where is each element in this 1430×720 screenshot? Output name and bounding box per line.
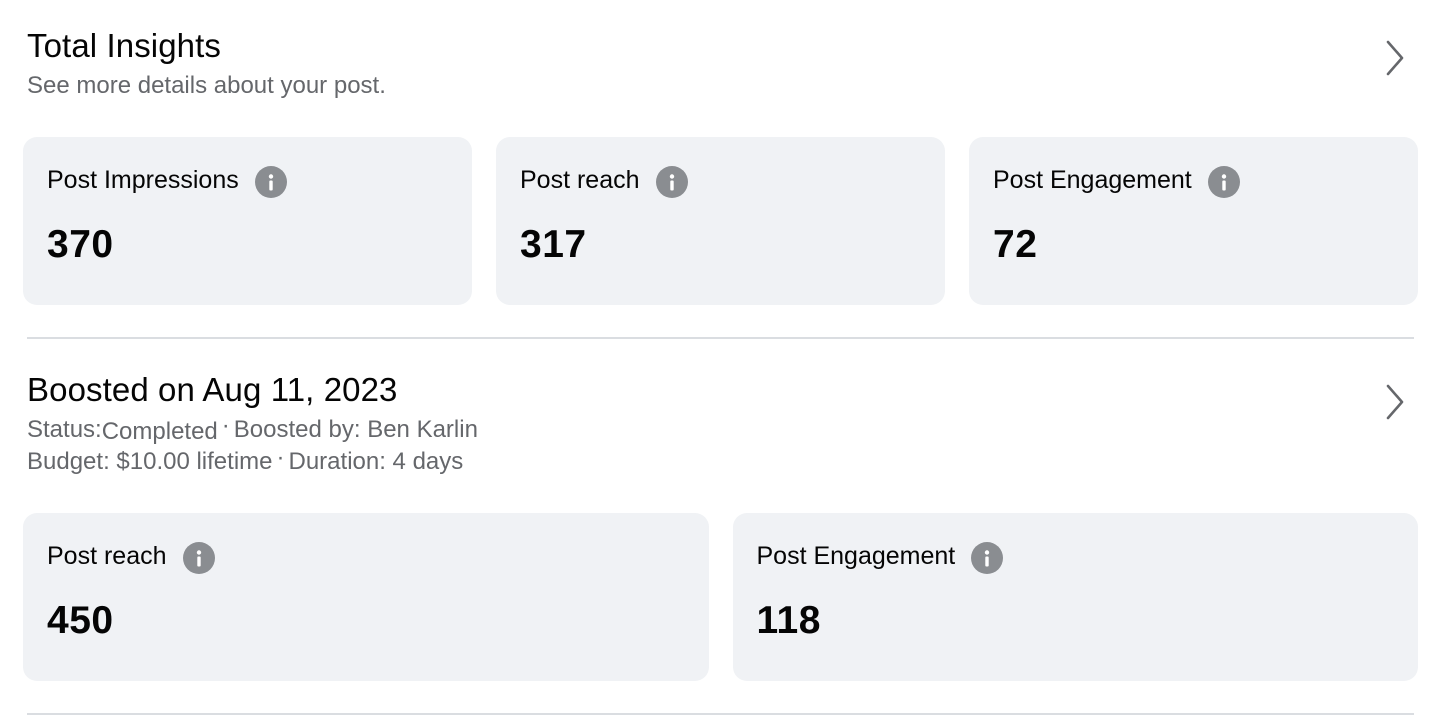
boost-title: Boosted on Aug 11, 2023 [27, 371, 398, 408]
budget: Budget: $10.00 lifetime [27, 448, 273, 475]
boost-budget-line: Budget: $10.00 lifetime · Duration: 4 days [27, 444, 1414, 478]
status-label: Status: [27, 416, 102, 443]
info-icon[interactable] [182, 542, 215, 574]
duration: Duration: 4 days [288, 448, 464, 475]
section-divider [27, 337, 1414, 339]
card-label: Post Engagement [756, 542, 956, 570]
card-value: 317 [520, 223, 587, 266]
post-reach-card[interactable]: Post reach 317 [496, 137, 945, 305]
total-insights-subtitle: See more details about your post. [27, 72, 386, 99]
boost-cards: Post reach 450 Post Engagement 118 [23, 513, 1418, 681]
boosted-by: Boosted by: Ben Karlin [233, 416, 478, 443]
card-value: 118 [756, 599, 821, 642]
info-icon[interactable] [655, 166, 688, 198]
post-engagement-card[interactable]: Post Engagement 72 [969, 137, 1418, 305]
total-insights-header[interactable]: Total Insights See more details about yo… [27, 26, 1414, 102]
post-impressions-card[interactable]: Post Impressions 370 [23, 137, 472, 305]
total-insights-title: Total Insights [27, 27, 222, 64]
info-icon[interactable] [971, 542, 1004, 574]
card-value: 450 [47, 599, 114, 642]
boost-section: Boosted on Aug 11, 2023 Status:Completed… [0, 370, 1430, 478]
card-label: Post reach [47, 542, 167, 570]
card-label: Post Impressions [47, 166, 239, 194]
card-value: 370 [47, 223, 114, 266]
total-insights-cards: Post Impressions 370 Post reach 317 Post… [23, 137, 1418, 305]
card-value: 72 [993, 223, 1038, 266]
card-label: Post reach [520, 166, 640, 194]
info-icon[interactable] [254, 166, 287, 198]
total-insights-section: Total Insights See more details about yo… [0, 26, 1430, 102]
boost-status-line: Status:Completed · Boosted by: Ben Karlin [27, 412, 1414, 446]
section-divider [27, 713, 1414, 715]
separator-dot: · [276, 444, 285, 471]
boost-post-engagement-card[interactable]: Post Engagement 118 [732, 513, 1418, 681]
card-label: Post Engagement [993, 166, 1192, 194]
separator-dot: · [221, 412, 230, 439]
status-value: Completed [101, 418, 218, 445]
chevron-right-icon[interactable] [1386, 384, 1404, 420]
boost-post-reach-card[interactable]: Post reach 450 [23, 513, 709, 681]
info-icon[interactable] [1207, 166, 1240, 198]
boost-header[interactable]: Boosted on Aug 11, 2023 Status:Completed… [27, 370, 1414, 478]
chevron-right-icon[interactable] [1386, 40, 1404, 76]
